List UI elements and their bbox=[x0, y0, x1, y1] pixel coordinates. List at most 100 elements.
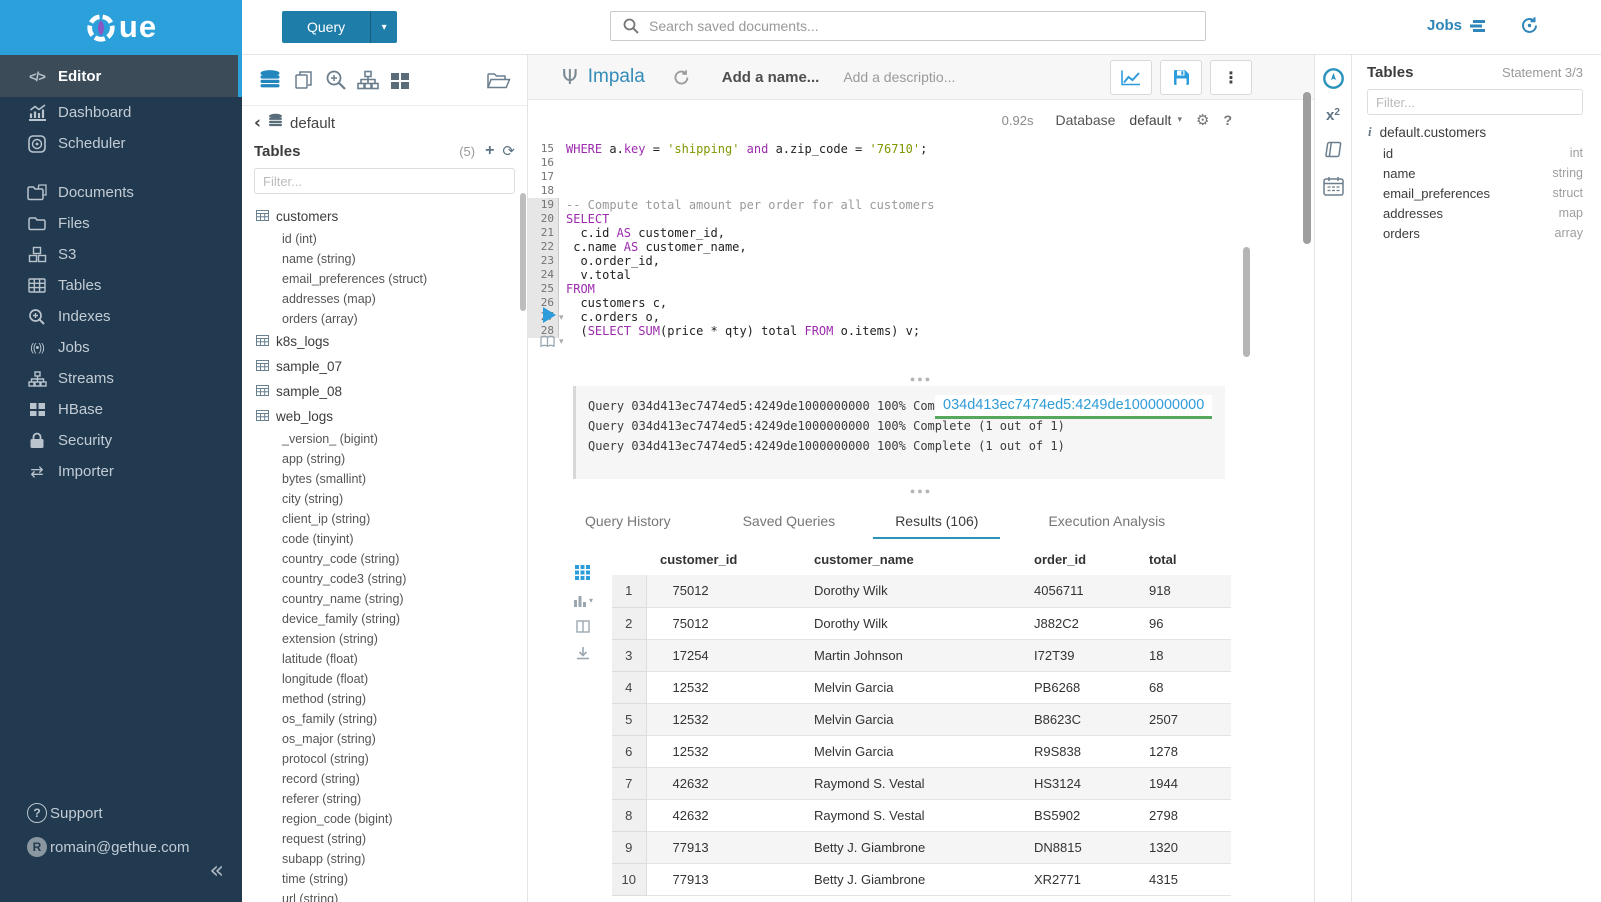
language-reference-icon[interactable] bbox=[1323, 141, 1344, 159]
tree-column[interactable]: city (string) bbox=[282, 492, 344, 506]
sql-code-editor[interactable]: 15 WHERE a.key = 'shipping' and a.zip_cod… bbox=[528, 142, 1288, 338]
tree-column[interactable]: method (string) bbox=[282, 692, 367, 706]
tables-filter-input[interactable] bbox=[254, 168, 515, 194]
code-line-27[interactable]: 27 c.orders o, bbox=[528, 310, 1288, 324]
code-line-22[interactable]: 22 c.name AS customer_name, bbox=[528, 240, 1288, 254]
table-row[interactable]: 9 77913 Betty J. Giambrone DN8815 1320 bbox=[612, 831, 1231, 864]
table-row[interactable]: 4 12532 Melvin Garcia PB6268 68 bbox=[612, 671, 1231, 704]
tree-column[interactable]: longitude (float) bbox=[282, 672, 369, 686]
tree-column[interactable]: time (string) bbox=[282, 872, 348, 886]
tree-column[interactable]: subapp (string) bbox=[282, 852, 366, 866]
database-selector[interactable]: default bbox=[1129, 112, 1172, 128]
tree-column[interactable]: latitude (float) bbox=[282, 652, 358, 666]
editor-scrollbar[interactable] bbox=[1243, 247, 1250, 357]
chart-button[interactable] bbox=[1110, 59, 1152, 95]
code-line-23[interactable]: 23 o.order_id, bbox=[528, 254, 1288, 268]
more-actions-button[interactable]: ⋮ bbox=[1210, 59, 1252, 95]
tree-column[interactable]: name (string) bbox=[282, 252, 356, 266]
columns-view-icon[interactable] bbox=[576, 620, 590, 633]
execute-play-button[interactable] bbox=[543, 307, 556, 323]
right-column-name[interactable]: name string bbox=[1353, 163, 1601, 183]
sidebar-item-hbase[interactable]: HBase bbox=[0, 394, 242, 425]
sidebar-item-streams[interactable]: Streams bbox=[0, 363, 242, 394]
sidebar-item-indexes[interactable]: Indexes bbox=[0, 301, 242, 332]
code-line-19[interactable]: 19 -- Compute total amount per order for … bbox=[528, 198, 1288, 212]
search-input[interactable] bbox=[647, 17, 1205, 35]
table-row[interactable]: 5 12532 Melvin Garcia B8623C 2507 bbox=[612, 703, 1231, 736]
tree-table-k8s_logs[interactable]: k8s_logs bbox=[256, 329, 527, 354]
query-dropdown-caret[interactable]: ▾ bbox=[370, 11, 398, 43]
code-line-21[interactable]: 21 c.id AS customer_id, bbox=[528, 226, 1288, 240]
tree-column[interactable]: addresses (map) bbox=[282, 292, 376, 306]
back-chevron-icon[interactable]: ‹ bbox=[254, 113, 262, 133]
tree-table-sample_08[interactable]: sample_08 bbox=[256, 379, 527, 404]
sidebar-item-dashboard[interactable]: Dashboard bbox=[0, 97, 242, 128]
tree-column[interactable]: _version_ (bigint) bbox=[282, 432, 378, 446]
sidebar-item-security[interactable]: Security bbox=[0, 425, 242, 456]
col-header-customer-id[interactable]: customer_id bbox=[660, 551, 738, 567]
help-question-icon[interactable]: ? bbox=[1223, 112, 1232, 128]
tree-column[interactable]: record (string) bbox=[282, 772, 360, 786]
tree-column[interactable]: os_major (string) bbox=[282, 732, 376, 746]
format-book-icon[interactable]: ▾ bbox=[540, 335, 564, 348]
col-header-customer-name[interactable]: customer_name bbox=[814, 551, 914, 567]
query-description-field[interactable]: Add a descriptio... bbox=[843, 69, 956, 85]
query-name-field[interactable]: Add a name... bbox=[721, 68, 820, 86]
open-folder-icon[interactable] bbox=[486, 70, 511, 91]
tree-column[interactable]: country_name (string) bbox=[282, 592, 404, 606]
table-row[interactable]: 1 75012 Dorothy Wilk 4056711 918 bbox=[612, 575, 1231, 608]
tab-execution-analysis[interactable]: Execution Analysis bbox=[1048, 513, 1166, 529]
table-row[interactable]: 8 42632 Raymond S. Vestal BS5902 2798 bbox=[612, 799, 1231, 832]
resize-handle-bottom[interactable]: ●●● bbox=[909, 486, 933, 496]
tree-column[interactable]: country_code (string) bbox=[282, 552, 400, 566]
tree-column[interactable]: os_family (string) bbox=[282, 712, 378, 726]
table-row[interactable]: 10 77913 Betty J. Giambrone XR2771 4315 bbox=[612, 863, 1231, 896]
right-column-email_preferences[interactable]: email_preferences struct bbox=[1353, 183, 1601, 203]
save-button[interactable] bbox=[1160, 59, 1202, 95]
tab-saved-queries[interactable]: Saved Queries bbox=[742, 513, 836, 529]
sitemap-assist-icon[interactable] bbox=[357, 70, 379, 90]
right-column-orders[interactable]: orders array bbox=[1353, 223, 1601, 243]
tree-column[interactable]: extension (string) bbox=[282, 632, 378, 646]
execute-options-caret[interactable]: ▾ bbox=[559, 313, 564, 323]
code-line-16[interactable]: 16 bbox=[528, 156, 1288, 170]
sidebar-item-documents[interactable]: Documents bbox=[0, 177, 242, 208]
tree-column[interactable]: referer (string) bbox=[282, 792, 362, 806]
col-header-order-id[interactable]: order_id bbox=[1034, 551, 1087, 567]
current-database[interactable]: default bbox=[290, 114, 336, 132]
grid-view-icon[interactable] bbox=[575, 565, 591, 581]
right-column-addresses[interactable]: addresses map bbox=[1353, 203, 1601, 223]
tree-table-web_logs[interactable]: web_logs bbox=[256, 404, 527, 429]
add-table-icon[interactable]: + bbox=[485, 142, 495, 159]
resize-handle-top[interactable]: ●●● bbox=[909, 374, 933, 384]
tree-column[interactable]: protocol (string) bbox=[282, 752, 369, 766]
tree-column[interactable]: country_code3 (string) bbox=[282, 572, 407, 586]
database-caret-icon[interactable]: ▾ bbox=[1177, 115, 1182, 125]
table-row[interactable]: 7 42632 Raymond S. Vestal HS3124 1944 bbox=[612, 767, 1231, 800]
main-scrollbar[interactable] bbox=[1303, 92, 1311, 244]
col-header-total[interactable]: total bbox=[1149, 551, 1177, 567]
code-line-25[interactable]: 25 FROM bbox=[528, 282, 1288, 296]
hue-logo[interactable]: ue bbox=[0, 0, 242, 55]
code-line-20[interactable]: 20 SELECT bbox=[528, 212, 1288, 226]
right-column-id[interactable]: id int bbox=[1353, 143, 1601, 163]
tree-column[interactable]: url (string) bbox=[282, 892, 339, 902]
table-row[interactable]: 6 12532 Melvin Garcia R9S838 1278 bbox=[612, 735, 1231, 768]
chart-view-icon[interactable]: ▾ bbox=[573, 594, 593, 607]
right-filter-input[interactable] bbox=[1367, 89, 1583, 115]
sidebar-item-tables[interactable]: Tables bbox=[0, 270, 242, 301]
database-assist-icon[interactable] bbox=[258, 69, 283, 91]
sidebar-item-scheduler[interactable]: Scheduler bbox=[0, 128, 242, 159]
query-history-icon[interactable] bbox=[673, 69, 690, 86]
documents-assist-icon[interactable] bbox=[293, 69, 315, 91]
code-line-24[interactable]: 24 v.total bbox=[528, 268, 1288, 282]
search-plus-icon[interactable] bbox=[325, 69, 347, 91]
code-line-28[interactable]: 28 (SELECT SUM(price * qty) total FROM o… bbox=[528, 324, 1288, 338]
code-line-26[interactable]: 26 customers c, bbox=[528, 296, 1288, 310]
tree-column[interactable]: email_preferences (struct) bbox=[282, 272, 428, 286]
sidebar-item-editor[interactable]: </> Editor bbox=[0, 55, 242, 97]
code-line-18[interactable]: 18 bbox=[528, 184, 1288, 198]
tree-table-customers[interactable]: customers bbox=[256, 204, 527, 229]
tree-column[interactable]: client_ip (string) bbox=[282, 512, 371, 526]
